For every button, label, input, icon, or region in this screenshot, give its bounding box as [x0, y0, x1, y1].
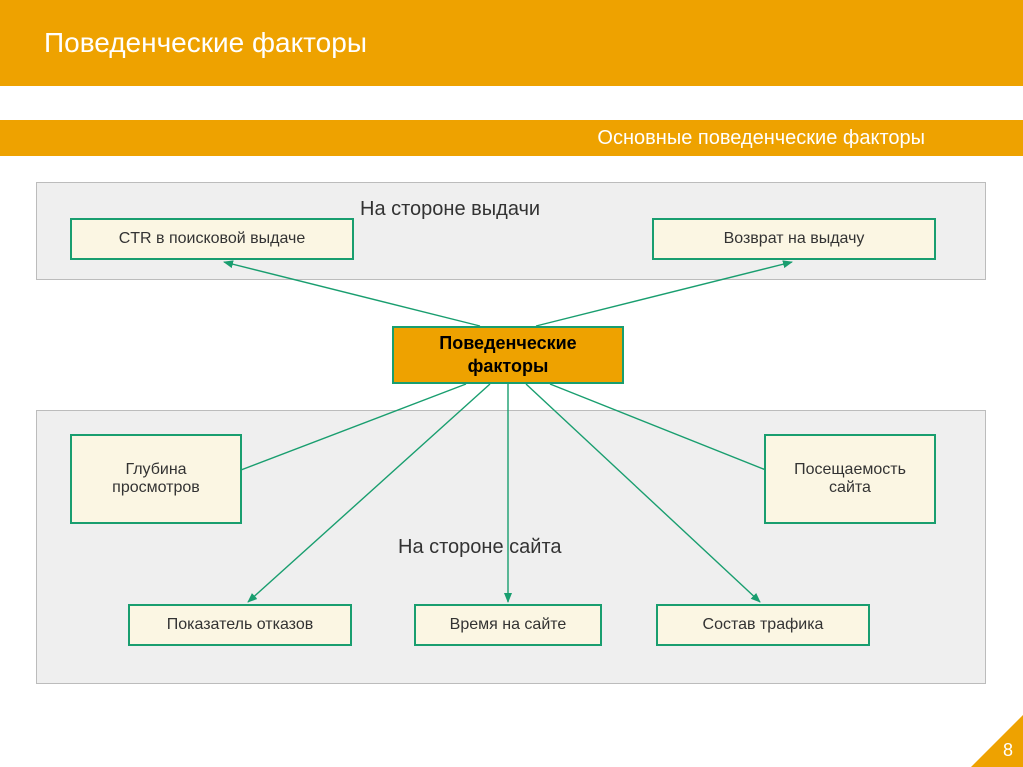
page-title: Поведенческие факторы	[44, 27, 367, 59]
corner-triangle-icon	[971, 715, 1023, 767]
title-bar: Поведенческие факторы	[0, 0, 1023, 86]
node-label: Состав трафика	[703, 616, 824, 634]
node-bounce: Показатель отказов	[128, 604, 352, 646]
node-ctr: CTR в поисковой выдаче	[70, 218, 354, 260]
node-label: Показатель отказов	[167, 616, 313, 634]
page-number: 8	[1003, 740, 1013, 761]
node-label: Возврат на выдачу	[724, 230, 865, 248]
node-return: Возврат на выдачу	[652, 218, 936, 260]
node-visits: Посещаемость сайта	[764, 434, 936, 524]
subtitle-bar: Основные поведенческие факторы	[0, 120, 1023, 156]
subtitle: Основные поведенческие факторы	[597, 127, 925, 150]
slide: Поведенческие факторы Основные поведенче…	[0, 0, 1023, 767]
node-time: Время на сайте	[414, 604, 602, 646]
node-depth: Глубина просмотров	[70, 434, 242, 524]
node-label: Время на сайте	[450, 616, 567, 634]
center-node-label: Поведенческиефакторы	[439, 332, 576, 379]
bottom-panel-label: На стороне сайта	[398, 536, 562, 559]
node-traffic: Состав трафика	[656, 604, 870, 646]
top-panel-label: На стороне выдачи	[360, 198, 540, 221]
node-label: CTR в поисковой выдаче	[119, 230, 306, 248]
center-node: Поведенческиефакторы	[392, 326, 624, 384]
node-label: Посещаемость сайта	[774, 461, 926, 497]
node-label: Глубина просмотров	[80, 461, 232, 497]
